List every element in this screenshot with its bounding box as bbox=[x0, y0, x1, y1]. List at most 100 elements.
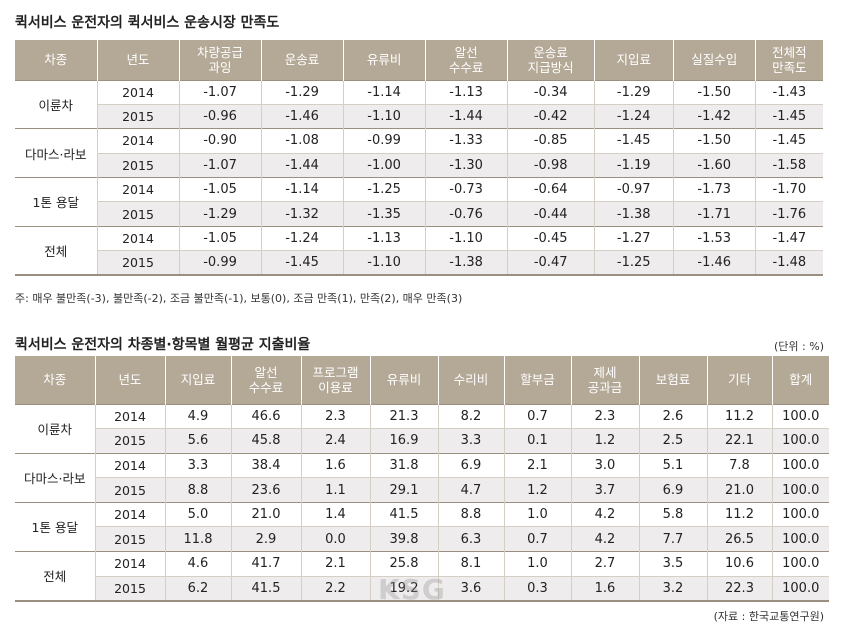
value-cell: 29.1 bbox=[369, 477, 438, 503]
value-cell: -0.47 bbox=[506, 250, 595, 276]
value-cell: 22.3 bbox=[706, 575, 772, 601]
value-cell: -1.73 bbox=[672, 177, 756, 202]
value-cell: -0.76 bbox=[424, 201, 508, 227]
year-cell: 2014 bbox=[96, 177, 180, 202]
table-row: 2015 6.2 41.5 2.2 19.2 3.6 0.3 1.6 3.2 22.3 100.0 bbox=[15, 575, 829, 601]
value-cell: 100.0 bbox=[771, 477, 829, 503]
value-cell: -1.10 bbox=[342, 250, 426, 276]
value-cell: 100.0 bbox=[771, 452, 829, 478]
value-cell: -1.29 bbox=[593, 79, 674, 105]
value-cell: -1.07 bbox=[178, 79, 262, 105]
value-cell: 21.0 bbox=[230, 501, 301, 527]
value-cell: -1.47 bbox=[754, 225, 823, 251]
value-cell: -1.14 bbox=[260, 177, 344, 202]
value-cell: -1.07 bbox=[178, 152, 262, 178]
value-cell: 5.6 bbox=[164, 428, 231, 454]
value-cell: -1.46 bbox=[260, 103, 344, 129]
value-cell: -1.53 bbox=[672, 225, 756, 251]
value-cell: 2.3 bbox=[570, 403, 639, 429]
value-cell: -1.44 bbox=[260, 152, 344, 178]
value-cell: 7.8 bbox=[706, 452, 772, 478]
value-cell: -1.38 bbox=[424, 250, 508, 276]
value-cell: 2.7 bbox=[570, 551, 639, 577]
year-cell: 2014 bbox=[96, 79, 180, 105]
table-row: 이륜차 2014 4.9 46.6 2.3 21.3 8.2 0.7 2.3 2.6 11.2 100… bbox=[15, 403, 829, 454]
table1-note: 주: 매우 불만족(-3), 불만족(-2), 조금 불만족(-1), 보통(0… bbox=[15, 292, 463, 305]
value-cell: 8.8 bbox=[164, 477, 231, 503]
year-cell: 2015 bbox=[94, 575, 165, 601]
value-cell: 8.8 bbox=[437, 501, 504, 527]
value-cell: -1.33 bbox=[424, 128, 508, 154]
value-cell: -0.73 bbox=[424, 177, 508, 202]
value-cell: -0.97 bbox=[593, 177, 674, 202]
year-cell: 2014 bbox=[96, 128, 180, 154]
year-cell: 2014 bbox=[94, 501, 165, 527]
value-cell: -1.46 bbox=[672, 250, 756, 276]
value-cell: 3.5 bbox=[638, 551, 707, 577]
value-cell: 8.1 bbox=[437, 551, 504, 577]
value-cell: 0.7 bbox=[503, 526, 571, 552]
value-cell: 45.8 bbox=[230, 428, 301, 454]
value-cell: 39.8 bbox=[369, 526, 438, 552]
value-cell: 1.1 bbox=[300, 477, 370, 503]
table-row: 다마스·라보 2014 -0.90 -1.08 -0.99 -1.33 -0.85 -1.45… bbox=[15, 128, 823, 178]
table-row: 2015 -0.99 -1.45 -1.10 -1.38 -0.47 -1.25 -1.46-… bbox=[15, 250, 823, 276]
table-row: 이륜차 2014 -1.07 -1.29 -1.14 -1.13 -0.34 -1.29 -1.… bbox=[15, 79, 823, 129]
value-cell: 1.4 bbox=[300, 501, 370, 527]
value-cell: -0.98 bbox=[506, 152, 595, 178]
value-cell: 0.1 bbox=[503, 428, 571, 454]
value-cell: 5.1 bbox=[638, 452, 707, 478]
value-cell: 3.6 bbox=[437, 575, 504, 601]
value-cell: 2.1 bbox=[503, 452, 571, 478]
value-cell: 1.2 bbox=[503, 477, 571, 503]
value-cell: 11.2 bbox=[706, 501, 772, 527]
column-header: 프로그램 이용료 bbox=[300, 356, 370, 404]
value-cell: -1.25 bbox=[342, 177, 426, 202]
value-cell: -1.30 bbox=[424, 152, 508, 178]
value-cell: 1.2 bbox=[570, 428, 639, 454]
value-cell: 6.2 bbox=[164, 575, 231, 601]
value-cell: -0.44 bbox=[506, 201, 595, 227]
value-cell: -1.50 bbox=[672, 79, 756, 105]
table-row: 1톤 용달 2014 5.0 21.0 1.4 41.5 8.8 1.0 4.2 5.8 11.2 1… bbox=[15, 501, 829, 552]
value-cell: 46.6 bbox=[230, 403, 301, 429]
expense-ratio-table: 차종 년도 지입료 알선 수수료 프로그램 이용료 유류비 수리비 할부금 제세 공과금 보험료 기… bbox=[15, 356, 829, 602]
value-cell: 5.8 bbox=[638, 501, 707, 527]
year-cell: 2015 bbox=[96, 103, 180, 129]
value-cell: -1.35 bbox=[342, 201, 426, 227]
value-cell: 5.0 bbox=[164, 501, 231, 527]
value-cell: -0.96 bbox=[178, 103, 262, 129]
value-cell: 8.2 bbox=[437, 403, 504, 429]
value-cell: 0.3 bbox=[503, 575, 571, 601]
value-cell: 4.6 bbox=[164, 551, 231, 577]
value-cell: 22.1 bbox=[706, 428, 772, 454]
table-row: 1톤 용달 2014 -1.05 -1.14 -1.25 -0.73 -0.64 -0.97-… bbox=[15, 177, 823, 227]
value-cell: 2.9 bbox=[230, 526, 301, 552]
value-cell: -1.76 bbox=[754, 201, 823, 227]
column-header: 전체적 만족도 bbox=[754, 40, 823, 80]
year-cell: 2014 bbox=[94, 403, 165, 429]
value-cell: -1.10 bbox=[424, 225, 508, 251]
value-cell: 3.3 bbox=[437, 428, 504, 454]
table-row: 전체 2014 4.6 41.7 2.1 25.8 8.1 1.0 2.7 3.5 10.6 100.… bbox=[15, 551, 829, 601]
value-cell: 3.3 bbox=[164, 452, 231, 478]
value-cell: 6.3 bbox=[437, 526, 504, 552]
value-cell: 2.4 bbox=[300, 428, 370, 454]
value-cell: -1.50 bbox=[672, 128, 756, 154]
table-row: 2015 11.8 2.9 0.0 39.8 6.3 0.7 4.2 7.7 26.5 100.0 bbox=[15, 526, 829, 552]
value-cell: 0.7 bbox=[503, 403, 571, 429]
value-cell: -1.14 bbox=[342, 79, 426, 105]
value-cell: -1.13 bbox=[342, 225, 426, 251]
value-cell: -0.42 bbox=[506, 103, 595, 129]
table2-title: 퀵서비스 운전자의 차종별·항목별 월평균 지출비율 bbox=[15, 337, 311, 353]
value-cell: -1.45 bbox=[260, 250, 344, 276]
value-cell: 23.6 bbox=[230, 477, 301, 503]
value-cell: -1.38 bbox=[593, 201, 674, 227]
year-cell: 2014 bbox=[94, 452, 165, 478]
value-cell: -1.29 bbox=[260, 79, 344, 105]
column-header: 년도 bbox=[96, 40, 180, 80]
value-cell: 3.2 bbox=[638, 575, 707, 601]
value-cell: 4.2 bbox=[570, 501, 639, 527]
value-cell: -0.99 bbox=[342, 128, 426, 154]
value-cell: 100.0 bbox=[771, 403, 829, 429]
